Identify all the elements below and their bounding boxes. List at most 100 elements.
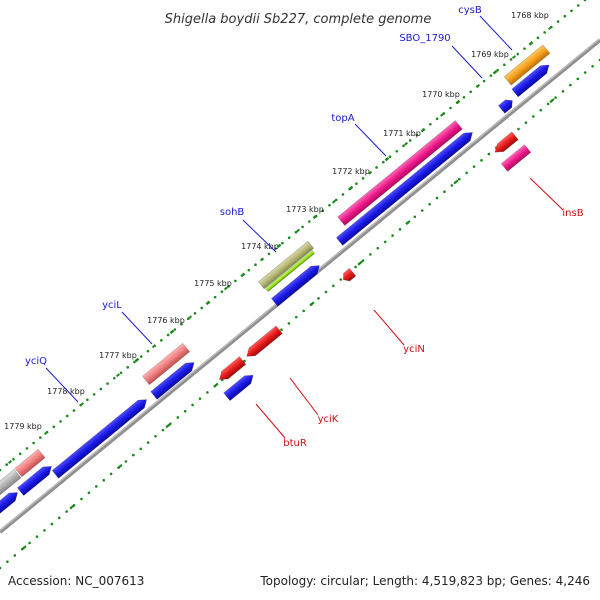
gene-feature-edge-salmon — [14, 448, 46, 478]
leader-line — [479, 15, 513, 51]
tick-1772-kbp: 1772 kbp — [332, 156, 390, 176]
inner-tick — [549, 98, 555, 104]
minor-tick — [403, 141, 409, 146]
minor-tick — [259, 257, 265, 262]
gene-label-ycil: yciL — [102, 300, 153, 345]
gene-label-text: yciL — [102, 300, 122, 311]
accession-text: Accession: NC_007613 — [8, 574, 144, 588]
minor-tick — [331, 199, 337, 204]
tick-label: 1773 kbp — [286, 205, 324, 214]
cds-feature-ycil — [150, 362, 195, 400]
gene-label-text: insB — [562, 208, 583, 219]
inner-tick — [165, 423, 171, 429]
minor-tick — [7, 460, 13, 464]
minor-tick — [43, 431, 49, 435]
tick-1770-kbp: 1770 kbp — [422, 90, 461, 105]
gene-feature-cysb — [503, 44, 551, 86]
tick-1775-kbp: 1775 kbp — [194, 243, 282, 288]
cds-feature-topa — [335, 132, 473, 246]
tick-label: 1772 kbp — [332, 167, 370, 176]
tick-label: 1779 kbp — [4, 422, 42, 431]
genome-summary-text: Topology: circular; Length: 4,519,823 bp… — [259, 574, 590, 588]
gene-label-insb: insB — [529, 177, 584, 219]
leader-line — [242, 219, 277, 253]
minor-tick — [187, 315, 193, 320]
gene-label-ycik: yciK — [289, 377, 339, 425]
tick-label: 1770 kbp — [422, 90, 460, 99]
tick-label: 1778 kbp — [47, 387, 85, 396]
leader-line — [373, 309, 405, 346]
tick-label: 1777 kbp — [99, 351, 137, 360]
gene-labels: cysB SBO_1790 topA sohB yciL yciQ insB yciN yciK… — [25, 5, 584, 449]
tick-label: 1774 kbp — [241, 242, 279, 251]
gene-feature-insb-a — [494, 131, 519, 153]
cds-feature-cysb — [511, 64, 550, 98]
cds-feature-edge-b — [0, 492, 18, 516]
gene-feature-sohb-lime — [265, 250, 315, 292]
gene-features — [0, 44, 551, 516]
gene-label-text: yciK — [318, 414, 339, 425]
minor-tick — [439, 112, 445, 117]
gene-label-text: cysB — [458, 5, 482, 16]
gene-feature-topa — [337, 120, 463, 226]
minor-tick — [511, 55, 517, 59]
leader-line — [289, 377, 319, 416]
gene-label-text: btuR — [283, 438, 307, 449]
gene-feature-btur — [219, 356, 247, 380]
tick-label: 1776 kbp — [147, 316, 185, 325]
leader-line — [45, 367, 79, 403]
leader-line — [451, 45, 483, 79]
leader-line — [529, 177, 564, 211]
tick-1769-kbp: 1769 kbp — [471, 50, 509, 75]
inner-tick — [69, 504, 75, 510]
inner-tick — [309, 301, 315, 307]
gene-label-ycin: yciN — [373, 309, 425, 355]
minor-tick — [115, 373, 121, 378]
inner-tick — [213, 382, 219, 388]
tick-1779-kbp: 1779 kbp — [4, 357, 140, 431]
minor-tick — [79, 402, 85, 407]
tick-1771-kbp: 1771 kbp — [383, 127, 426, 138]
leader-line — [255, 403, 286, 439]
inner-tick — [117, 463, 123, 469]
inner-tick — [357, 260, 363, 266]
gene-label-cysb: cysB — [458, 5, 513, 51]
tick-1777-kbp: 1777 kbp — [99, 300, 211, 360]
gene-label-text: sohB — [220, 207, 245, 218]
gene-label-text: yciN — [403, 344, 425, 355]
gene-feature-sohb-olive — [257, 240, 315, 290]
gene-label-text: SBO_1790 — [399, 33, 450, 44]
gene-label-sbo-1790: SBO_1790 — [399, 33, 483, 79]
leader-line — [354, 123, 387, 157]
tick-label: 1769 kbp — [471, 50, 509, 59]
gene-feature-edge-grey — [0, 468, 22, 498]
minor-tick — [295, 228, 301, 233]
minor-tick — [151, 344, 157, 349]
minor-tick — [547, 26, 553, 31]
minor-tick — [367, 170, 373, 175]
tick-marks: 1768 kbp 1769 kbp 1770 kbp 1771 kbp 1772 kbp… — [4, 11, 555, 551]
cds-feature-edge-a — [16, 465, 52, 496]
gene-label-text: topA — [331, 113, 354, 124]
gene-feature-ycik — [246, 325, 283, 357]
cds-feature-sbo-1790 — [497, 99, 513, 114]
map-title: Shigella boydii Sb227, complete genome — [165, 12, 432, 27]
gene-feature-insb-b — [500, 144, 532, 172]
tick-1776-kbp: 1776 kbp — [147, 272, 246, 325]
gene-label-btur: btuR — [255, 403, 307, 449]
cds-feature-yciq — [51, 399, 148, 479]
cds-feature-btur — [223, 374, 254, 402]
outer-dotted-line — [0, 0, 587, 472]
inner-tick — [453, 179, 459, 185]
leader-line — [121, 311, 153, 345]
minor-tick — [475, 84, 481, 88]
cds-feature-sohb — [270, 265, 320, 307]
gene-label-text: yciQ — [25, 356, 47, 367]
minor-tick — [223, 286, 229, 291]
tick-1768-kbp: 1768 kbp — [511, 11, 549, 46]
inner-tick — [405, 220, 411, 225]
gene-label-topa: topA — [331, 113, 387, 157]
gene-label-sohb: sohB — [220, 207, 277, 253]
gene-feature-ycin — [343, 267, 357, 282]
